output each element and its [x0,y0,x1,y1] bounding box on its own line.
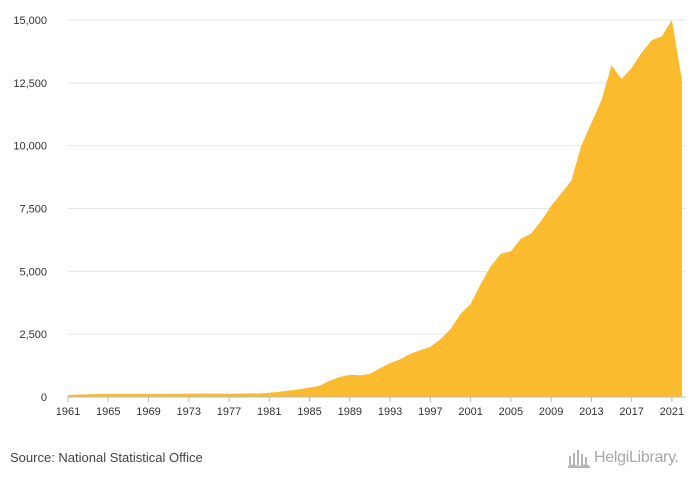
x-tick-label: 2005 [499,406,523,418]
y-tick-label: 5,000 [19,266,47,278]
y-axis: 0 2,500 5,000 7,500 10,000 12,500 15,000 [13,15,47,404]
x-tick-label: 1997 [418,406,442,418]
x-axis: 1961 1965 1969 1973 1977 1981 1985 1989 1993 1997… [56,396,686,418]
source-note: Source: National Statistical Office [10,450,203,465]
helgi-library-logo[interactable]: HelgiLibrary. [568,448,679,468]
x-tick-label: 1985 [297,406,321,418]
x-tick-label: 2021 [660,406,684,418]
x-tick-label: 1981 [257,406,281,418]
y-tick-label: 10,000 [13,141,47,153]
x-tick-label: 2013 [579,406,603,418]
x-tick-label: 2001 [458,406,482,418]
x-tick-label: 1969 [136,406,160,418]
x-tick-label: 1973 [177,406,201,418]
area-series [68,20,682,397]
x-tick-label: 2017 [619,406,643,418]
y-tick-label: 12,500 [13,78,47,90]
y-tick-label: 2,500 [19,329,47,341]
y-tick-label: 0 [41,392,47,404]
x-tick-label: 1993 [378,406,402,418]
x-tick-label: 1965 [96,406,120,418]
helgi-library-logo-icon [568,450,590,468]
y-tick-label: 7,500 [19,204,47,216]
y-tick-label: 15,000 [13,15,47,27]
x-tick-label: 1961 [56,406,80,418]
x-tick-label: 1977 [217,406,241,418]
x-tick-label: 1989 [338,406,362,418]
brand-name: HelgiLibrary. [594,449,679,466]
series-area [67,19,682,397]
x-tick-label: 2009 [539,406,563,418]
